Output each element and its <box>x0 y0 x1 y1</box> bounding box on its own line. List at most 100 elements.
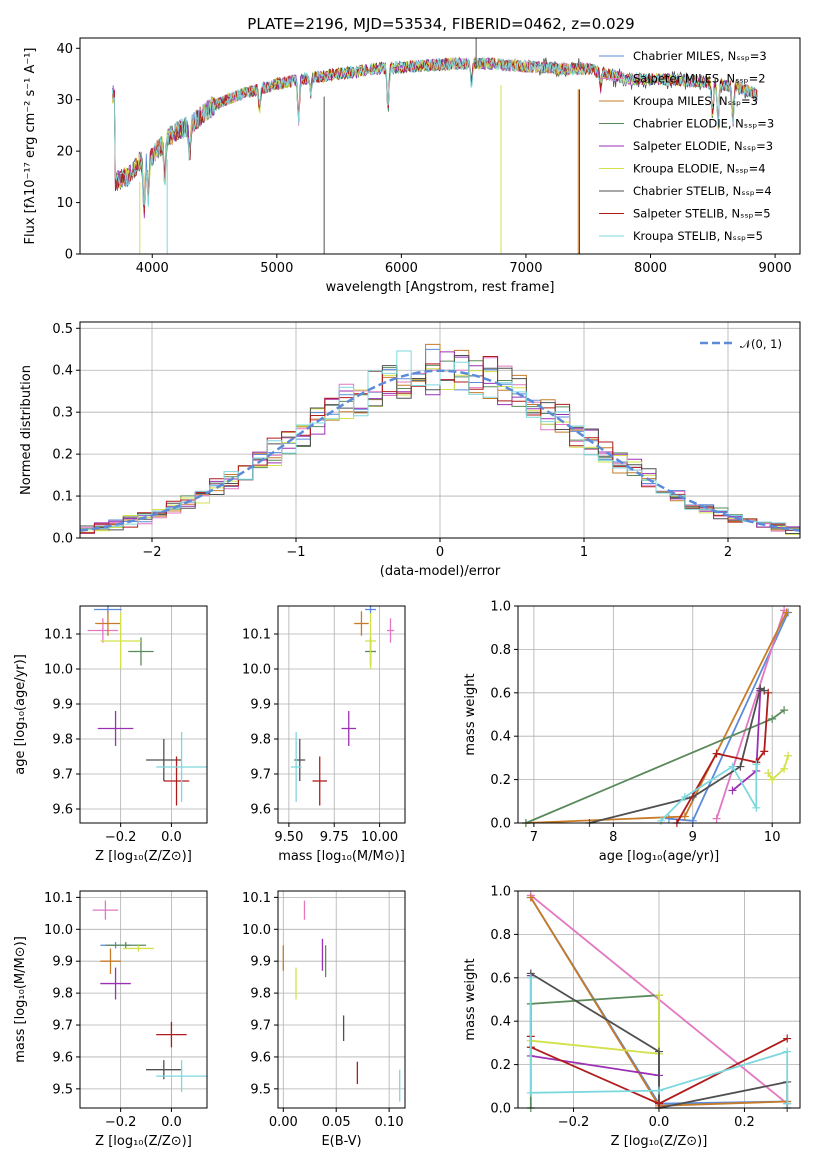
weight-line <box>529 975 660 1077</box>
weight-marker <box>764 688 773 697</box>
weight-marker <box>680 792 689 801</box>
y-tick-label: 9.9 <box>250 955 271 970</box>
y-tick-label: 0.1 <box>52 490 73 505</box>
y-tick-label: 0.4 <box>490 1015 511 1030</box>
x-axis-label: wavelength [Angstrom, rest frame] <box>326 280 555 295</box>
y-tick-label: 30 <box>56 93 73 108</box>
x-tick-label: 1 <box>580 545 588 560</box>
y-tick-label: 9.7 <box>52 768 73 783</box>
x-tick-label: −2 <box>142 545 161 560</box>
legend: 𝒩(0, 1) <box>700 337 782 351</box>
x-tick-label: 8 <box>609 830 617 845</box>
axes-frame <box>517 605 801 824</box>
y-tick-label: 20 <box>56 145 73 160</box>
y-tick-label: 10.0 <box>44 923 73 938</box>
y-tick-label: 10.0 <box>242 663 271 678</box>
x-tick-label: 9000 <box>759 261 792 276</box>
x-axis-label: Z [log₁₀(Z/Z⊙)] <box>95 1134 192 1149</box>
axes-frame <box>277 605 406 824</box>
legend-label: 𝒩(0, 1) <box>740 337 782 351</box>
legend-label: Salpeter MILES, Nₛₛₚ=2 <box>633 72 766 86</box>
x-tick-label: −0.2 <box>558 1115 590 1130</box>
y-tick-label: 1.0 <box>490 885 511 900</box>
axes-weight_vs_age: 7 8 9 10 0.0 0.2 0.4 0.6 0.8 1.0 age [log₁₀(age/yr… <box>463 600 801 864</box>
x-tick-label: 10 <box>764 830 781 845</box>
axes-frame <box>79 321 801 539</box>
y-axis-label: mass [log₁₀(M/M⊙)] <box>13 936 28 1063</box>
legend-label: Chabrier ELODIE, Nₛₛₚ=3 <box>633 117 774 131</box>
y-tick-label: 0.4 <box>52 364 73 379</box>
y-tick-label: 9.9 <box>52 955 73 970</box>
x-tick-label: 0 <box>436 545 444 560</box>
weight-marker <box>526 893 535 902</box>
y-tick-label: 9.5 <box>52 1082 73 1097</box>
x-tick-label: 0.0 <box>161 830 182 845</box>
legend-label: Chabrier MILES, Nₛₛₚ=3 <box>633 49 767 63</box>
y-tick-label: 9.5 <box>250 1082 271 1097</box>
y-axis-label: mass weight <box>463 958 478 1040</box>
y-tick-label: 0.5 <box>52 322 73 337</box>
weight-marker <box>780 764 789 773</box>
plot-area-mass_vs_Z <box>92 900 207 1093</box>
legend-label: Salpeter ELODIE, Nₛₛₚ=3 <box>633 139 773 153</box>
weight-marker <box>728 786 737 795</box>
y-tick-label: 9.7 <box>250 768 271 783</box>
axes-age_vs_mass: 9.50 9.75 10.00 9.6 9.7 9.8 9.9 10.0 10.1 mass [l… <box>242 605 406 864</box>
legend-label: Chabrier STELIB, Nₛₛₚ=4 <box>633 184 772 198</box>
x-tick-label: 9 <box>689 830 697 845</box>
y-axis-label: age [log₁₀(age/yr)] <box>13 654 28 775</box>
plot-area-mass_vs_ebv <box>282 900 401 1102</box>
x-tick-label: 6000 <box>385 261 418 276</box>
x-axis-label: (data-model)/error <box>380 564 501 579</box>
y-tick-label: 9.8 <box>250 733 271 748</box>
histogram-series <box>80 350 800 530</box>
x-tick-label: 5000 <box>260 261 293 276</box>
x-axis-label: Z [log₁₀(Z/Z⊙)] <box>95 849 192 864</box>
axes-frame <box>517 890 801 1109</box>
legend-label: Salpeter STELIB, Nₛₛₚ=5 <box>633 207 771 221</box>
legend-label: Kroupa MILES, Nₛₛₚ=3 <box>633 94 758 108</box>
y-tick-label: 10.1 <box>242 628 271 643</box>
weight-marker <box>780 706 789 715</box>
y-tick-label: 40 <box>56 42 73 57</box>
y-tick-label: 9.9 <box>250 698 271 713</box>
weight-marker <box>680 812 689 821</box>
y-tick-label: 0.6 <box>490 971 511 986</box>
y-tick-label: 10 <box>56 196 73 211</box>
weight-marker <box>712 749 721 758</box>
axes-spectrum: 4000 5000 6000 7000 8000 9000 0 10 20 30 40 wavelen… <box>23 37 801 295</box>
y-tick-label: 9.7 <box>52 1019 73 1034</box>
x-tick-label: 0.00 <box>269 1115 298 1130</box>
y-tick-label: 10.1 <box>44 628 73 643</box>
y-tick-label: 0.8 <box>490 928 511 943</box>
y-tick-label: 10.0 <box>44 663 73 678</box>
x-tick-label: 10.00 <box>361 830 398 845</box>
x-tick-label: 0.2 <box>734 1115 755 1130</box>
weight-marker <box>655 991 663 1000</box>
y-tick-label: 10.1 <box>242 891 271 906</box>
x-axis-label: Z [log₁₀(Z/Z⊙)] <box>611 1134 708 1149</box>
weight-marker <box>784 751 793 760</box>
weight-marker <box>783 1099 792 1108</box>
weight-line <box>660 764 758 822</box>
axes-residuals: −2 −1 0 1 2 0.0 0.1 0.2 0.3 0.4 0.5 (data-model)/er… <box>19 321 801 579</box>
axes-frame <box>277 890 406 1109</box>
y-tick-label: 0.0 <box>490 1102 511 1117</box>
plot-area-age_vs_mass <box>290 605 395 806</box>
weight-marker <box>768 775 777 784</box>
axes-weight_vs_Z: −0.2 0.0 0.2 0.0 0.2 0.4 0.6 0.8 1.0 Z [log₁₀(Z/Z… <box>463 885 801 1149</box>
x-tick-label: −1 <box>286 545 305 560</box>
weight-marker <box>664 814 673 823</box>
y-tick-label: 0.0 <box>490 817 511 832</box>
gaussian-curve <box>79 369 801 532</box>
plot-area-age_vs_Z <box>87 605 207 806</box>
x-tick-label: 8000 <box>634 261 667 276</box>
y-tick-label: 0 <box>65 248 73 263</box>
x-tick-label: 4000 <box>136 261 169 276</box>
y-tick-label: 0.3 <box>52 406 73 421</box>
axes-frame <box>79 890 208 1109</box>
y-tick-label: 9.6 <box>52 1050 73 1065</box>
x-tick-label: 9.75 <box>320 830 349 845</box>
weight-line <box>715 610 785 819</box>
